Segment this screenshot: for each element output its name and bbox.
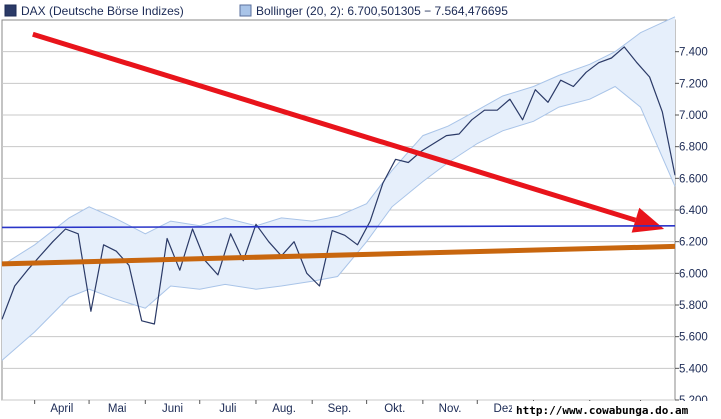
watermark-text: http://www.cowabunga.do.am xyxy=(516,404,689,417)
y-axis: 5.2005.4005.6005.8006.0006.2006.4006.600… xyxy=(675,47,708,407)
watermark-background xyxy=(512,401,721,419)
x-tick-label-0: April xyxy=(50,403,73,415)
x-tick-label-4: Aug. xyxy=(272,403,296,415)
price-series xyxy=(1,46,676,325)
x-tick-label-5: Sep. xyxy=(328,403,352,415)
watermark: http://www.cowabunga.do.am xyxy=(512,401,721,419)
y-tick-label-10: 7.200 xyxy=(679,78,708,90)
red-arrow-shaft xyxy=(32,31,637,223)
legend-swatch-bollinger xyxy=(239,4,252,17)
blue-trend-line xyxy=(1,225,676,229)
y-tick-label-8: 6.800 xyxy=(679,142,708,154)
x-tick-label-3: Juli xyxy=(219,403,236,415)
y-tick-label-5: 6.200 xyxy=(679,237,708,249)
y-tick-label-6: 6.400 xyxy=(679,205,708,217)
y-tick-label-11: 7.400 xyxy=(679,47,708,59)
legend: DAX (Deutsche Börse Indizes) Bollinger (… xyxy=(4,4,508,18)
bollinger-lower-line xyxy=(1,85,676,361)
bollinger-upper-line xyxy=(1,16,676,266)
x-tick-label-7: Nov. xyxy=(439,403,462,415)
x-tick-label-6: Okt. xyxy=(384,403,405,415)
x-tick-label-1: Mai xyxy=(108,403,127,415)
legend-label-dax: DAX (Deutsche Börse Indizes) xyxy=(21,4,184,18)
y-tick-label-4: 6.000 xyxy=(679,268,708,280)
y-tick-label-9: 7.000 xyxy=(679,110,708,122)
annotations xyxy=(1,31,676,267)
y-tick-label-7: 6.600 xyxy=(679,173,708,185)
x-tick-label-8: Dez. xyxy=(494,403,518,415)
dax-line xyxy=(1,46,676,325)
y-tick-label-1: 5.400 xyxy=(679,363,708,375)
x-tick-label-2: Juni xyxy=(162,403,183,415)
grid xyxy=(2,51,675,401)
y-tick-label-3: 5.800 xyxy=(679,300,708,312)
legend-label-bollinger: Bollinger (20, 2): 6.700,501305 − 7.564,… xyxy=(256,4,508,18)
legend-swatch-dax xyxy=(4,4,17,17)
orange-trend-line xyxy=(1,243,676,267)
y-tick-label-2: 5.600 xyxy=(679,332,708,344)
